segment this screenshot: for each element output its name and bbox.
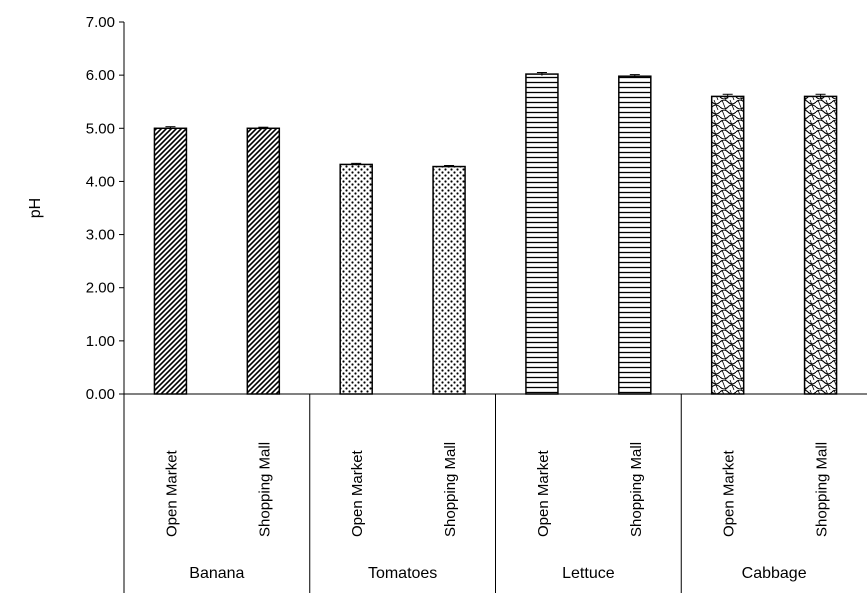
x-category-label: Open Market — [721, 449, 738, 537]
x-category-label: Shopping Mall — [814, 442, 831, 537]
y-tick-label: 6.00 — [86, 67, 115, 84]
bar — [803, 95, 838, 395]
x-category-label: Shopping Mall — [628, 442, 645, 537]
x-category-label: Shopping Mall — [442, 442, 459, 537]
x-group-label: Cabbage — [742, 565, 807, 582]
y-tick-label: 1.00 — [86, 333, 115, 350]
x-category-label: Open Market — [349, 449, 366, 537]
y-tick-label: 2.00 — [86, 280, 115, 297]
y-tick-label: 4.00 — [86, 173, 115, 190]
x-group-label: Banana — [189, 565, 244, 582]
bar — [432, 165, 466, 395]
y-tick-label: 3.00 — [86, 227, 115, 244]
x-category-label: Shopping Mall — [256, 442, 273, 537]
bar — [710, 95, 745, 395]
bar — [525, 73, 559, 395]
bar — [246, 127, 281, 395]
bar — [153, 127, 188, 395]
x-category-label: Open Market — [535, 449, 552, 537]
y-tick-label: 7.00 — [86, 14, 115, 31]
x-group-label: Tomatoes — [368, 565, 437, 582]
y-tick-label: 0.00 — [86, 386, 115, 403]
bar — [339, 163, 373, 395]
y-axis-label: pH — [27, 198, 44, 218]
bar — [618, 75, 652, 395]
y-tick-label: 5.00 — [86, 120, 115, 137]
x-category-label: Open Market — [163, 449, 180, 537]
x-group-label: Lettuce — [562, 565, 615, 582]
